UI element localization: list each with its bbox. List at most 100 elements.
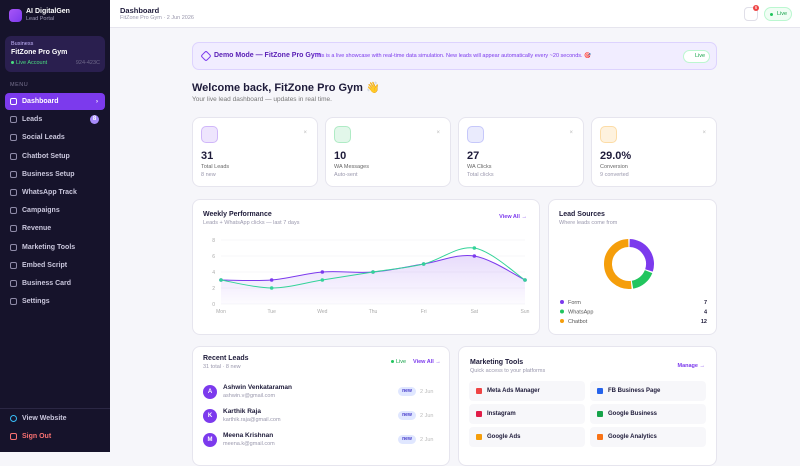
menu-label: MENU <box>10 82 29 88</box>
tool-icon <box>476 411 482 417</box>
lead-email: karthik.raja@gmail.com <box>223 417 281 423</box>
legend-value: 4 <box>704 310 708 316</box>
tool-label: Google Ads <box>487 434 521 440</box>
tool-label: Google Analytics <box>608 434 657 440</box>
stat-icon <box>334 126 351 143</box>
menu-item[interactable]: Embed Script <box>5 257 105 274</box>
stat-label: WA Clicks <box>467 164 492 170</box>
sidebar: AI DigitalGen Lead Portal Business FitZo… <box>0 0 110 452</box>
menu-item[interactable]: WhatsApp Track <box>5 184 105 201</box>
label: Sign Out <box>22 433 52 440</box>
menu-icon <box>10 280 17 287</box>
menu-label: Marketing Tools <box>22 243 76 251</box>
menu-item[interactable]: Revenue <box>5 220 105 237</box>
stat-label: WA Messages <box>334 164 369 170</box>
live-dot <box>770 13 773 16</box>
stat-close: × <box>303 130 307 136</box>
lead-row[interactable]: K Karthik Raja karthik.raja@gmail.com new 2 … <box>201 406 441 430</box>
menu-label: Leads <box>22 116 43 124</box>
avatar: M <box>203 433 217 447</box>
welcome-title: Welcome back, FitZone Pro Gym 👋 <box>192 82 380 94</box>
legend-dot <box>560 309 564 314</box>
y-tick-label: 4 <box>212 270 215 276</box>
menu-label: Business Setup <box>22 170 75 178</box>
weekly-subtitle: Leads + WhatsApp clicks — last 7 days <box>203 220 300 226</box>
banner-live: Live <box>683 50 710 63</box>
stat-icon <box>600 126 617 143</box>
menu-label: Settings <box>22 298 50 306</box>
stat-icon <box>467 126 484 143</box>
point <box>269 278 274 282</box>
menu-item[interactable]: Settings <box>5 293 105 310</box>
recent-live: Live <box>396 359 407 365</box>
menu-icon <box>10 134 17 142</box>
legend-label: Chatbot <box>568 319 588 325</box>
menu-item[interactable]: Marketing Tools <box>5 239 105 256</box>
stat-note: 8 new <box>201 172 216 178</box>
donut-segment <box>629 239 654 272</box>
lead-name: Karthik Raja <box>223 408 261 415</box>
x-tick-label: Thu <box>369 309 378 315</box>
tools-link[interactable]: Manage → <box>677 363 705 369</box>
tool-item[interactable]: Google Business <box>590 404 706 424</box>
menu-icon <box>10 116 17 124</box>
notifications[interactable] <box>744 7 758 21</box>
tool-item[interactable]: Meta Ads Manager <box>469 381 585 401</box>
menu-item[interactable]: Dashboard › <box>5 93 105 110</box>
lead-row[interactable]: M Meena Krishnan meena.k@gmail.com new 2 Jun <box>201 430 441 454</box>
banner-title: Demo Mode — FitZone Pro Gym <box>214 52 321 59</box>
label: View Website <box>22 415 67 422</box>
weekly-title: Weekly Performance <box>203 211 272 218</box>
tool-icon <box>597 434 603 440</box>
legend-label: WhatsApp <box>568 310 593 316</box>
tools-title: Marketing Tools <box>470 359 524 366</box>
sources-card: Lead Sources Where leads come from Form 7… <box>548 199 717 335</box>
menu-icon <box>10 189 17 196</box>
view-website[interactable]: View Website <box>5 410 105 427</box>
status-dot <box>11 61 14 64</box>
menu-label: Embed Script <box>22 261 68 269</box>
avatar: K <box>203 409 217 423</box>
welcome-subtitle: Your live lead dashboard — updates in re… <box>192 96 332 103</box>
point <box>371 270 375 274</box>
lead-tag: new <box>398 411 416 420</box>
point <box>269 286 274 290</box>
legend-dot <box>560 319 564 323</box>
menu-item[interactable]: Chatbot Setup <box>5 148 105 165</box>
point <box>472 254 477 258</box>
weekly-card: Weekly Performance Leads + WhatsApp clic… <box>192 199 540 335</box>
tool-label: Google Business <box>608 411 658 417</box>
donut-segment <box>631 269 653 289</box>
weekly-link[interactable]: View All → <box>499 214 527 220</box>
donut-chart: Form 7 WhatsApp 4 Chatbot 12 <box>560 239 708 325</box>
banner-icon <box>200 50 212 62</box>
recent-link[interactable]: View All → <box>413 359 441 365</box>
tool-item[interactable]: FB Business Page <box>590 381 706 401</box>
tool-item[interactable]: Google Analytics <box>590 427 706 447</box>
lead-date: 2 Jun <box>420 413 434 419</box>
tool-item[interactable]: Instagram <box>469 404 585 424</box>
menu-item[interactable]: Business Setup <box>5 166 105 183</box>
notification-count: 6 <box>753 5 759 11</box>
y-tick-label: 6 <box>212 254 215 260</box>
recent-title: Recent Leads <box>203 355 249 362</box>
tool-label: Meta Ads Manager <box>487 388 540 394</box>
menu-item[interactable]: Leads 8 <box>5 111 105 128</box>
menu-item[interactable]: Business Card <box>5 275 105 292</box>
menu-item[interactable]: Social Leads <box>5 129 105 146</box>
recent-subtitle: 31 total · 8 new <box>203 364 241 370</box>
sign-out[interactable]: Sign Out <box>5 428 105 445</box>
x-tick-label: Wed <box>317 309 327 315</box>
menu-icon <box>10 152 17 160</box>
tool-item[interactable]: Google Ads <box>469 427 585 447</box>
recent-live-dot <box>391 360 394 363</box>
stat-note: Total clicks <box>467 172 494 178</box>
lead-date: 2 Jun <box>420 437 434 443</box>
stat-value: 27 <box>467 150 480 162</box>
lead-row[interactable]: A Ashwin Venkataraman ashwin.v@gmail.com ne… <box>201 382 441 406</box>
menu-item[interactable]: Campaigns <box>5 202 105 219</box>
business-name: FitZone Pro Gym <box>11 49 68 56</box>
header: Dashboard FitZone Pro Gym · 2 Jun 2026 6… <box>110 0 800 28</box>
menu-label: Campaigns <box>22 207 60 215</box>
